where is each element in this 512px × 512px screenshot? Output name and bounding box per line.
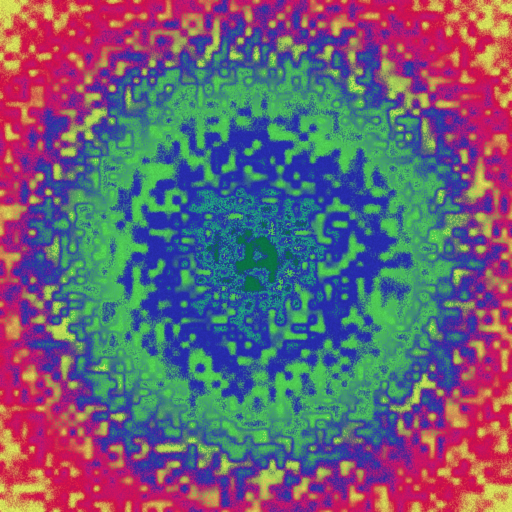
fractal-canvas — [0, 0, 512, 512]
fractal-image — [0, 0, 512, 512]
